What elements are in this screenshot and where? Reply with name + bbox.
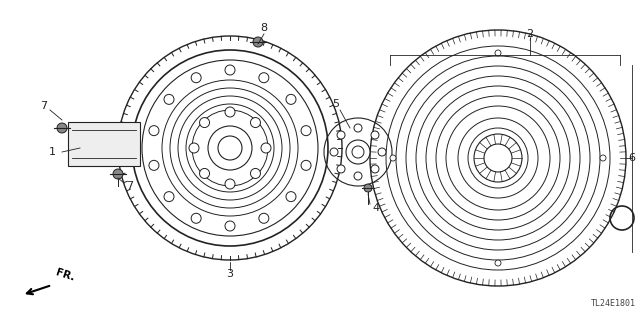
Text: 8: 8 xyxy=(260,23,268,33)
Circle shape xyxy=(330,148,338,156)
Circle shape xyxy=(149,160,159,170)
Circle shape xyxy=(337,131,345,139)
Circle shape xyxy=(57,123,67,133)
Circle shape xyxy=(208,126,252,170)
FancyBboxPatch shape xyxy=(68,122,140,166)
Circle shape xyxy=(346,140,370,164)
Circle shape xyxy=(390,155,396,161)
Text: 6: 6 xyxy=(628,153,636,163)
Circle shape xyxy=(495,260,501,266)
Circle shape xyxy=(250,168,260,178)
Circle shape xyxy=(225,107,235,117)
Circle shape xyxy=(495,50,501,56)
Circle shape xyxy=(371,165,379,173)
Text: 4: 4 xyxy=(372,203,380,213)
Circle shape xyxy=(149,126,159,136)
Circle shape xyxy=(253,37,263,47)
Circle shape xyxy=(371,131,379,139)
Circle shape xyxy=(286,192,296,202)
Circle shape xyxy=(337,165,345,173)
Text: 2: 2 xyxy=(527,29,534,39)
Circle shape xyxy=(301,160,311,170)
Circle shape xyxy=(354,172,362,180)
Circle shape xyxy=(225,179,235,189)
Circle shape xyxy=(261,143,271,153)
Text: 5: 5 xyxy=(333,99,339,109)
Text: 7: 7 xyxy=(127,181,134,191)
Circle shape xyxy=(113,169,123,179)
Text: 3: 3 xyxy=(227,269,234,279)
Circle shape xyxy=(250,117,260,128)
Circle shape xyxy=(218,136,242,160)
Circle shape xyxy=(301,126,311,136)
Circle shape xyxy=(378,148,386,156)
Circle shape xyxy=(200,168,209,178)
Circle shape xyxy=(484,144,512,172)
Circle shape xyxy=(364,184,372,192)
Circle shape xyxy=(200,117,209,128)
Circle shape xyxy=(189,143,199,153)
Circle shape xyxy=(259,213,269,223)
Circle shape xyxy=(191,213,201,223)
Circle shape xyxy=(354,124,362,132)
Circle shape xyxy=(286,94,296,104)
Circle shape xyxy=(164,94,174,104)
Circle shape xyxy=(164,192,174,202)
Text: TL24E1801: TL24E1801 xyxy=(591,299,636,308)
Text: 1: 1 xyxy=(49,147,56,157)
Circle shape xyxy=(352,146,364,158)
Circle shape xyxy=(259,73,269,83)
Circle shape xyxy=(225,65,235,75)
Text: FR.: FR. xyxy=(54,268,76,283)
Circle shape xyxy=(191,73,201,83)
Circle shape xyxy=(600,155,606,161)
Text: 7: 7 xyxy=(40,101,47,111)
Circle shape xyxy=(225,221,235,231)
